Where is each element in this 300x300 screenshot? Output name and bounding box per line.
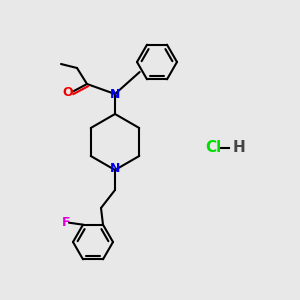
Text: Cl: Cl [205, 140, 221, 155]
Text: F: F [62, 216, 70, 229]
Text: H: H [233, 140, 246, 155]
Text: O: O [63, 86, 73, 100]
Text: N: N [110, 163, 120, 176]
Text: N: N [110, 88, 120, 100]
